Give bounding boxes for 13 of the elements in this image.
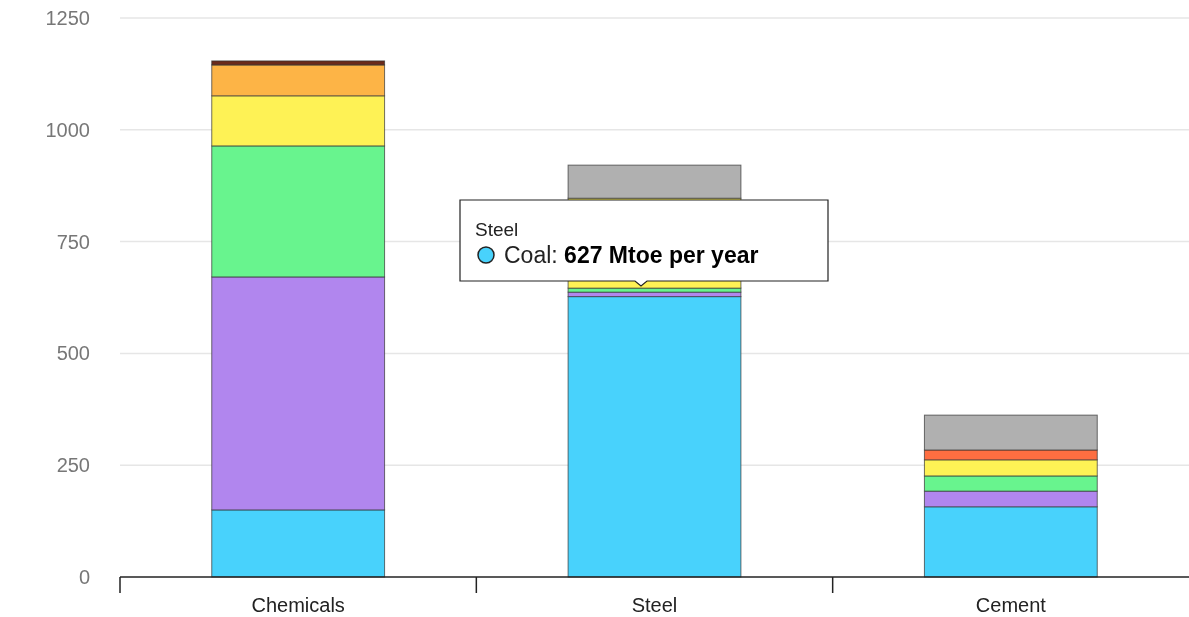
y-tick-label: 250 <box>56 454 90 477</box>
x-tick-label: Chemicals <box>251 594 345 616</box>
x-tick-label: Steel <box>631 594 678 616</box>
annotation: Steel <box>475 219 519 240</box>
bar <box>567 296 742 578</box>
annotation: Coal: 627 Mtoe per year <box>504 242 759 268</box>
y-tick-label: 750 <box>56 230 90 253</box>
x-tick-label: Cement <box>975 594 1047 616</box>
y-tick-label: 1000 <box>45 118 90 141</box>
y-tick-label: 1250 <box>45 7 90 29</box>
y-tick-label: 0 <box>78 566 90 588</box>
y-tick-label: 500 <box>56 342 90 365</box>
bar <box>567 164 742 199</box>
